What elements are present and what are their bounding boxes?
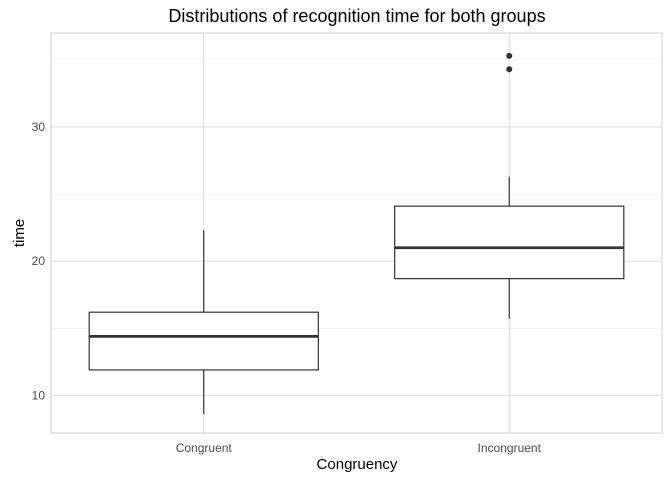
x-tick-label: Incongruent (478, 441, 542, 455)
box-iqr (88, 311, 319, 371)
outlier-point (506, 66, 513, 73)
y-tick-label: 30 (32, 120, 46, 134)
plot-panel (50, 32, 663, 434)
chart-title: Distributions of recognition time for bo… (168, 6, 545, 26)
y-tick-label: 10 (32, 388, 46, 402)
x-axis-title: Congruency (317, 456, 398, 473)
panel-border (50, 32, 663, 434)
y-tick-label: 20 (32, 254, 46, 268)
box-iqr (394, 205, 625, 280)
y-axis-title: time (11, 219, 28, 247)
x-tick-labels: Congruent Incongruent (176, 441, 542, 455)
outlier-point (506, 52, 513, 59)
y-tick-labels: 10 20 30 (32, 120, 46, 402)
x-tick-label: Congruent (176, 441, 233, 455)
